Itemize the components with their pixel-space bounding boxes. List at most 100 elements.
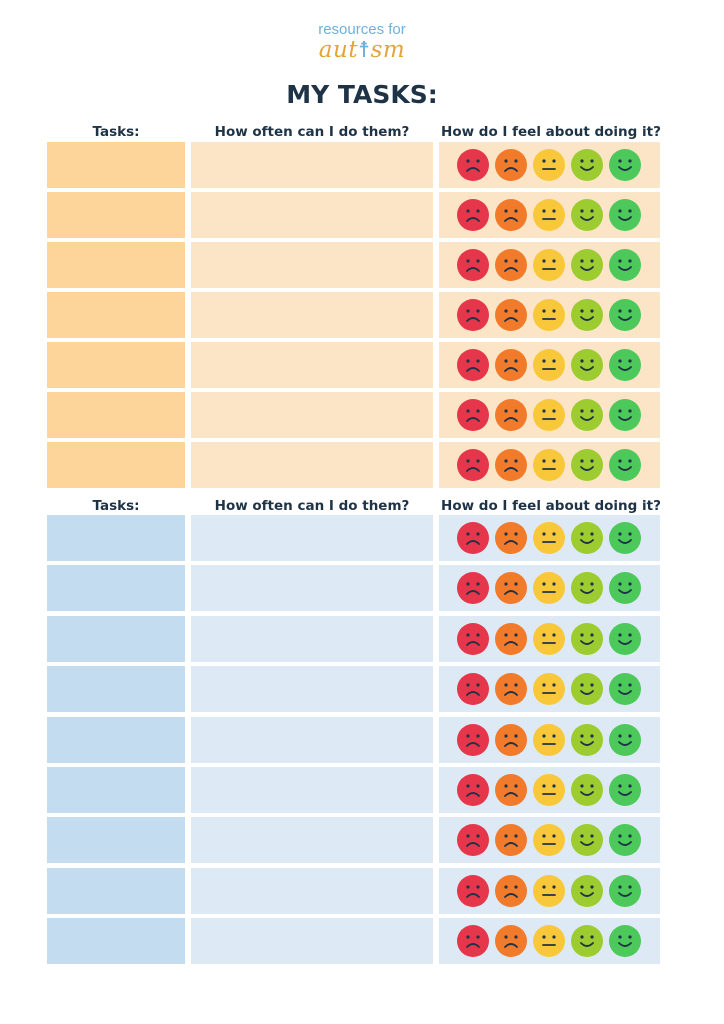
how-often-cell[interactable] [191, 515, 433, 561]
happy-face-icon[interactable] [571, 875, 603, 907]
happy-face-icon[interactable] [571, 623, 603, 655]
sad-face-icon[interactable] [495, 349, 527, 381]
very-happy-face-icon[interactable] [609, 673, 641, 705]
neutral-face-icon[interactable] [533, 249, 565, 281]
very-sad-face-icon[interactable] [457, 623, 489, 655]
how-often-cell[interactable] [191, 868, 433, 914]
very-happy-face-icon[interactable] [609, 623, 641, 655]
very-sad-face-icon[interactable] [457, 399, 489, 431]
task-cell[interactable] [47, 918, 185, 964]
how-often-cell[interactable] [191, 565, 433, 611]
happy-face-icon[interactable] [571, 299, 603, 331]
neutral-face-icon[interactable] [533, 149, 565, 181]
sad-face-icon[interactable] [495, 673, 527, 705]
happy-face-icon[interactable] [571, 349, 603, 381]
how-often-cell[interactable] [191, 392, 433, 438]
sad-face-icon[interactable] [495, 399, 527, 431]
sad-face-icon[interactable] [495, 824, 527, 856]
very-sad-face-icon[interactable] [457, 824, 489, 856]
sad-face-icon[interactable] [495, 522, 527, 554]
happy-face-icon[interactable] [571, 399, 603, 431]
very-sad-face-icon[interactable] [457, 522, 489, 554]
neutral-face-icon[interactable] [533, 199, 565, 231]
happy-face-icon[interactable] [571, 572, 603, 604]
how-often-cell[interactable] [191, 192, 433, 238]
sad-face-icon[interactable] [495, 449, 527, 481]
how-often-cell[interactable] [191, 918, 433, 964]
happy-face-icon[interactable] [571, 522, 603, 554]
very-sad-face-icon[interactable] [457, 249, 489, 281]
very-sad-face-icon[interactable] [457, 925, 489, 957]
happy-face-icon[interactable] [571, 449, 603, 481]
sad-face-icon[interactable] [495, 623, 527, 655]
very-sad-face-icon[interactable] [457, 149, 489, 181]
task-cell[interactable] [47, 142, 185, 188]
happy-face-icon[interactable] [571, 149, 603, 181]
task-cell[interactable] [47, 342, 185, 388]
task-cell[interactable] [47, 442, 185, 488]
happy-face-icon[interactable] [571, 199, 603, 231]
sad-face-icon[interactable] [495, 199, 527, 231]
very-happy-face-icon[interactable] [609, 449, 641, 481]
neutral-face-icon[interactable] [533, 522, 565, 554]
neutral-face-icon[interactable] [533, 673, 565, 705]
neutral-face-icon[interactable] [533, 875, 565, 907]
sad-face-icon[interactable] [495, 925, 527, 957]
happy-face-icon[interactable] [571, 925, 603, 957]
how-often-cell[interactable] [191, 817, 433, 863]
sad-face-icon[interactable] [495, 249, 527, 281]
task-cell[interactable] [47, 392, 185, 438]
task-cell[interactable] [47, 717, 185, 763]
neutral-face-icon[interactable] [533, 925, 565, 957]
neutral-face-icon[interactable] [533, 824, 565, 856]
neutral-face-icon[interactable] [533, 623, 565, 655]
task-cell[interactable] [47, 565, 185, 611]
task-cell[interactable] [47, 242, 185, 288]
very-sad-face-icon[interactable] [457, 673, 489, 705]
sad-face-icon[interactable] [495, 875, 527, 907]
very-happy-face-icon[interactable] [609, 199, 641, 231]
very-sad-face-icon[interactable] [457, 299, 489, 331]
very-sad-face-icon[interactable] [457, 875, 489, 907]
very-sad-face-icon[interactable] [457, 572, 489, 604]
how-often-cell[interactable] [191, 767, 433, 813]
very-happy-face-icon[interactable] [609, 249, 641, 281]
sad-face-icon[interactable] [495, 774, 527, 806]
neutral-face-icon[interactable] [533, 449, 565, 481]
very-sad-face-icon[interactable] [457, 774, 489, 806]
how-often-cell[interactable] [191, 242, 433, 288]
very-happy-face-icon[interactable] [609, 349, 641, 381]
sad-face-icon[interactable] [495, 299, 527, 331]
how-often-cell[interactable] [191, 616, 433, 662]
very-happy-face-icon[interactable] [609, 774, 641, 806]
how-often-cell[interactable] [191, 717, 433, 763]
happy-face-icon[interactable] [571, 724, 603, 756]
task-cell[interactable] [47, 192, 185, 238]
neutral-face-icon[interactable] [533, 774, 565, 806]
neutral-face-icon[interactable] [533, 572, 565, 604]
task-cell[interactable] [47, 767, 185, 813]
very-happy-face-icon[interactable] [609, 925, 641, 957]
neutral-face-icon[interactable] [533, 349, 565, 381]
very-happy-face-icon[interactable] [609, 299, 641, 331]
very-happy-face-icon[interactable] [609, 522, 641, 554]
very-sad-face-icon[interactable] [457, 724, 489, 756]
task-cell[interactable] [47, 666, 185, 712]
very-happy-face-icon[interactable] [609, 149, 641, 181]
very-sad-face-icon[interactable] [457, 349, 489, 381]
happy-face-icon[interactable] [571, 249, 603, 281]
how-often-cell[interactable] [191, 292, 433, 338]
happy-face-icon[interactable] [571, 774, 603, 806]
very-happy-face-icon[interactable] [609, 875, 641, 907]
very-sad-face-icon[interactable] [457, 199, 489, 231]
very-sad-face-icon[interactable] [457, 449, 489, 481]
very-happy-face-icon[interactable] [609, 399, 641, 431]
how-often-cell[interactable] [191, 142, 433, 188]
sad-face-icon[interactable] [495, 149, 527, 181]
neutral-face-icon[interactable] [533, 399, 565, 431]
very-happy-face-icon[interactable] [609, 724, 641, 756]
sad-face-icon[interactable] [495, 724, 527, 756]
how-often-cell[interactable] [191, 666, 433, 712]
task-cell[interactable] [47, 292, 185, 338]
very-happy-face-icon[interactable] [609, 824, 641, 856]
